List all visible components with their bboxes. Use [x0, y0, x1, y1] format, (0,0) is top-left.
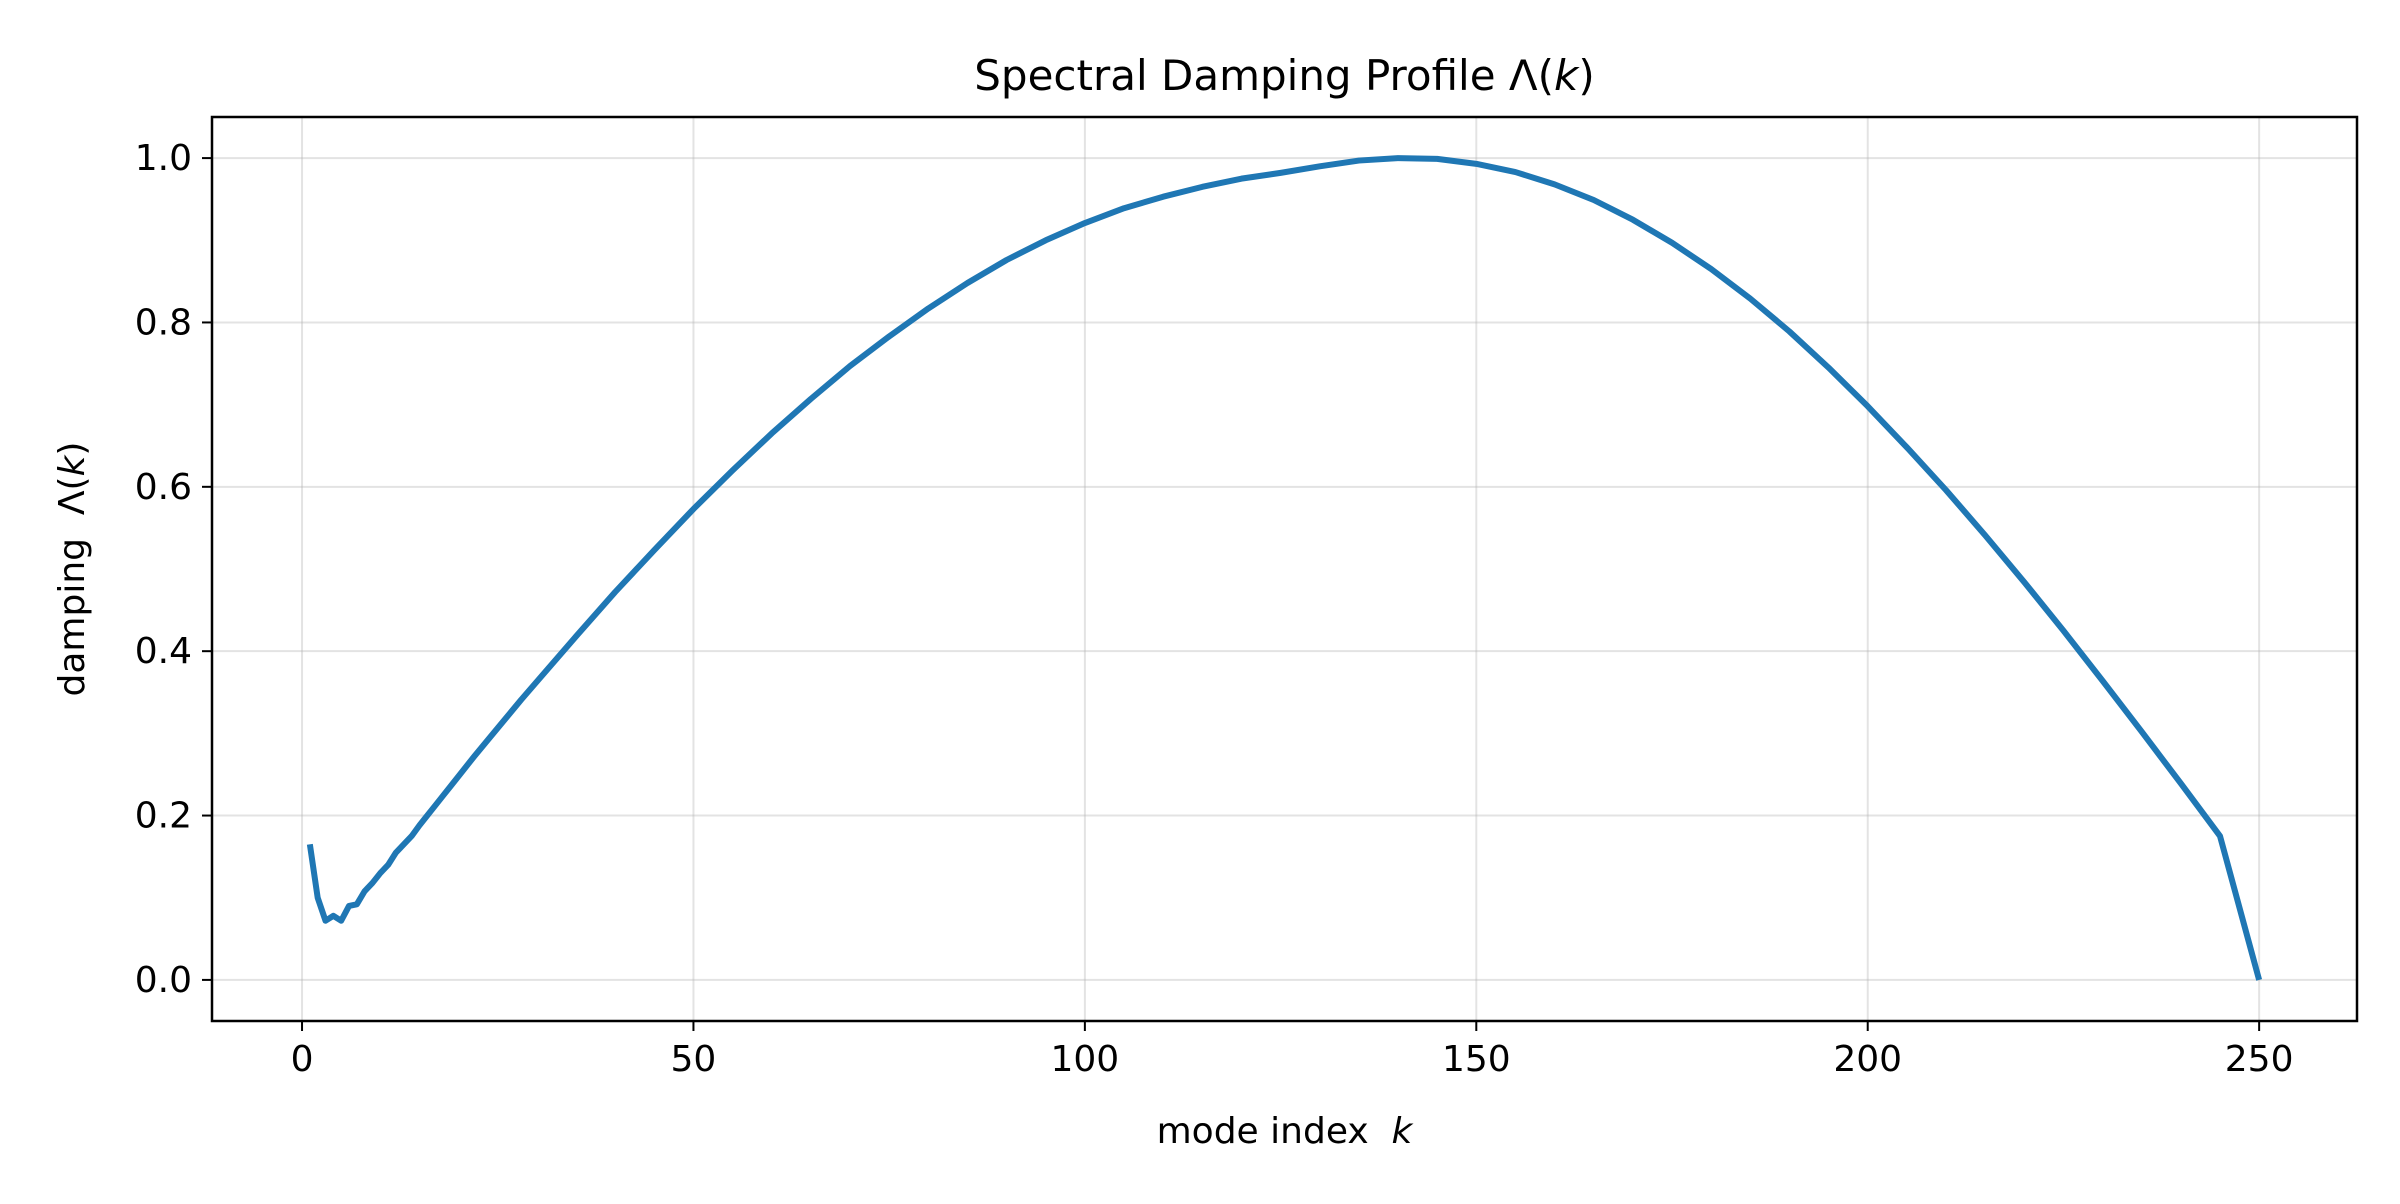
- y-tick-label: 0.6: [135, 467, 192, 508]
- x-tick-label: 50: [671, 1039, 717, 1080]
- plot-frame: [210, 115, 2359, 1023]
- y-axis-label: damping Λ(k): [52, 442, 93, 697]
- y-tick-label: 0.0: [135, 960, 192, 1001]
- x-axis-label: mode index k: [1157, 1111, 1415, 1152]
- x-tick-label: 0: [291, 1039, 314, 1080]
- y-tick-label: 0.4: [135, 631, 192, 672]
- series-layer: [306, 155, 2263, 981]
- chart-title: Spectral Damping Profile Λ(k): [974, 51, 1594, 100]
- x-tick-label: 100: [1051, 1039, 1120, 1080]
- x-tick-label: 150: [1442, 1039, 1511, 1080]
- y-tick-label: 0.8: [135, 302, 192, 343]
- tick-layer: 0 50 100 150 200 250 0.0 0.2 0.4 0.6 0.8 1.0: [135, 138, 2294, 1080]
- x-tick-label: 250: [2225, 1039, 2294, 1080]
- y-tick-label: 0.2: [135, 796, 192, 837]
- y-tick-label: 1.0: [135, 138, 192, 179]
- x-tick-label: 200: [1833, 1039, 1902, 1080]
- damping-series-line: [306, 155, 2263, 981]
- grid-layer: [212, 117, 2357, 1021]
